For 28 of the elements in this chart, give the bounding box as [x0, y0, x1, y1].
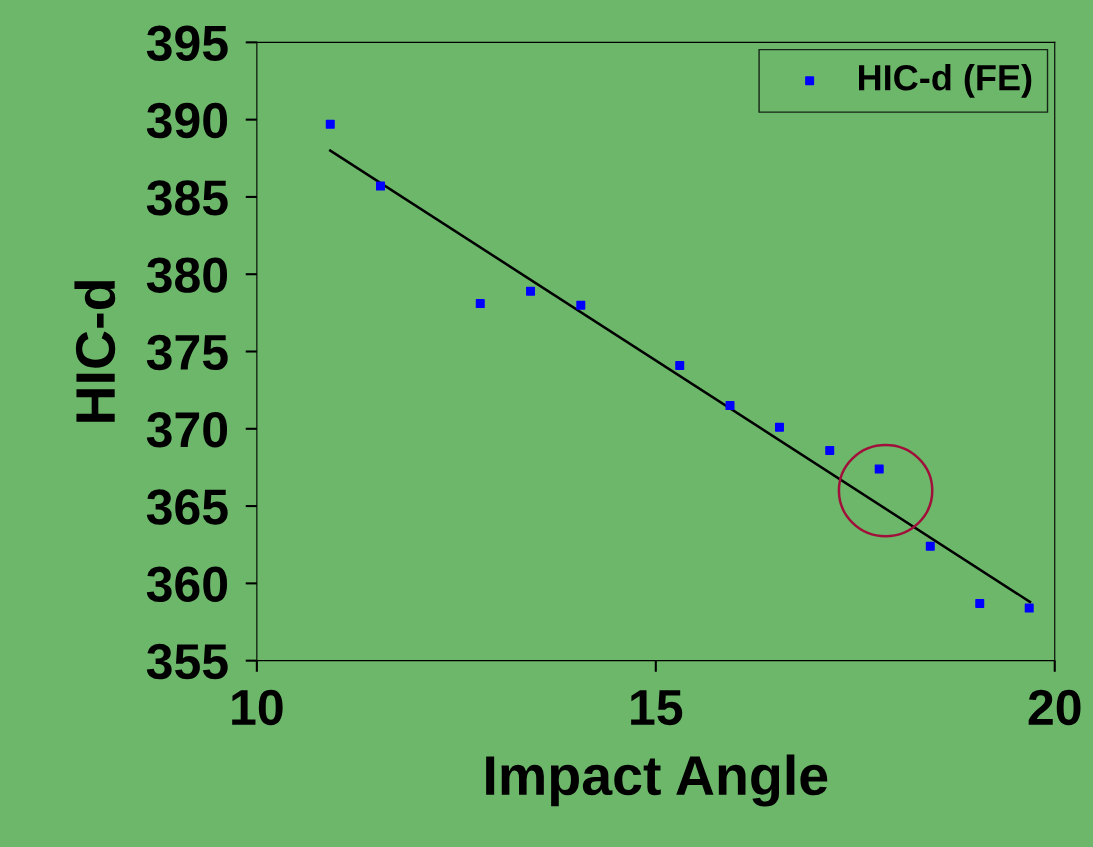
point — [1024, 603, 1034, 613]
point — [725, 401, 735, 411]
point — [475, 299, 485, 309]
y-tick-label: 360 — [146, 566, 228, 603]
point — [526, 286, 536, 296]
y-tick-label: 375 — [146, 334, 228, 371]
y-tick-label: 390 — [146, 102, 228, 139]
y-tick-label: 385 — [146, 180, 228, 216]
y-axis-title: HIC-d — [74, 281, 116, 422]
point — [376, 181, 386, 191]
x-tick-label: 20 — [1028, 689, 1081, 726]
point — [576, 300, 586, 310]
x-tick-label: 10 — [232, 689, 283, 726]
point — [874, 464, 884, 474]
legend-label: HIC-d (FE) — [859, 64, 1032, 98]
x-tick-label: 15 — [631, 690, 683, 726]
x-axis-title: Impact Angle — [486, 754, 828, 807]
point — [925, 541, 935, 551]
point — [675, 360, 685, 370]
point — [325, 119, 335, 129]
y-tick-label: 395 — [146, 25, 228, 62]
y-tick-label: 355 — [146, 643, 228, 680]
y-tick-label: 370 — [146, 412, 228, 448]
point — [774, 422, 784, 432]
point — [975, 598, 985, 608]
y-tick-label: 365 — [146, 489, 228, 525]
point — [825, 445, 835, 455]
y-tick-label: 380 — [146, 257, 228, 293]
